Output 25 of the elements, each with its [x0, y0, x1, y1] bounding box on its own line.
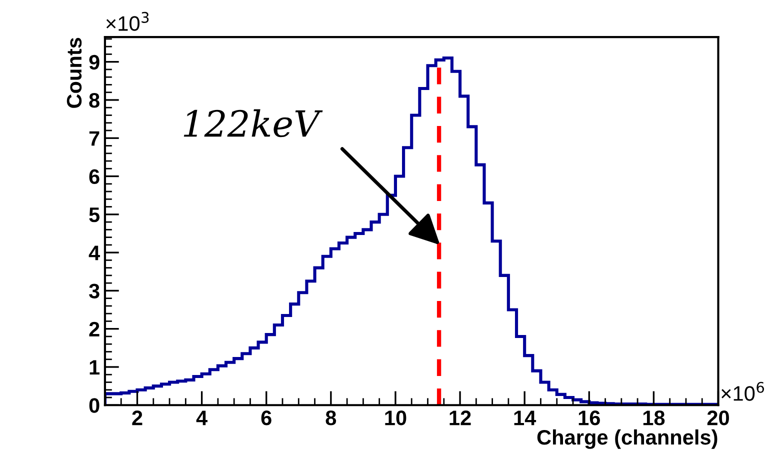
- x-tick-label: 12: [450, 410, 471, 426]
- y-tick-label: 5: [89, 208, 100, 222]
- text: ×10$^{6}$: [722, 382, 764, 401]
- y-tick-label: 7: [89, 131, 100, 146]
- x-axis-title: Charge (channels): [537, 429, 718, 449]
- text: ×10$^{3}$: [106, 12, 149, 31]
- x-tick-label: 16: [578, 410, 600, 426]
- x-tick-label: 4: [196, 410, 208, 426]
- x-tick-label: 20: [707, 410, 729, 426]
- y-tick-label: 1: [90, 360, 100, 375]
- y-axis-title: Counts: [66, 38, 82, 108]
- y-tick-label: 6: [89, 169, 100, 184]
- y-tick-label: 4: [88, 246, 100, 260]
- y-tick-label: 8: [89, 92, 100, 108]
- x-tick-label: 6: [261, 410, 272, 426]
- x-tick-label: 2: [132, 410, 142, 426]
- x-tick-label: 10: [385, 410, 406, 426]
- x-tick-label: 14: [514, 410, 536, 426]
- x-tick-label: 18: [643, 410, 665, 426]
- y-tick-label: 3: [89, 284, 100, 298]
- y-tick-label: 9: [89, 54, 100, 70]
- annotation: 122keV: [184, 109, 323, 138]
- x-tick-label: 8: [326, 410, 336, 426]
- y-tick-label: 0: [89, 398, 100, 413]
- y-tick-label: 2: [89, 322, 100, 336]
